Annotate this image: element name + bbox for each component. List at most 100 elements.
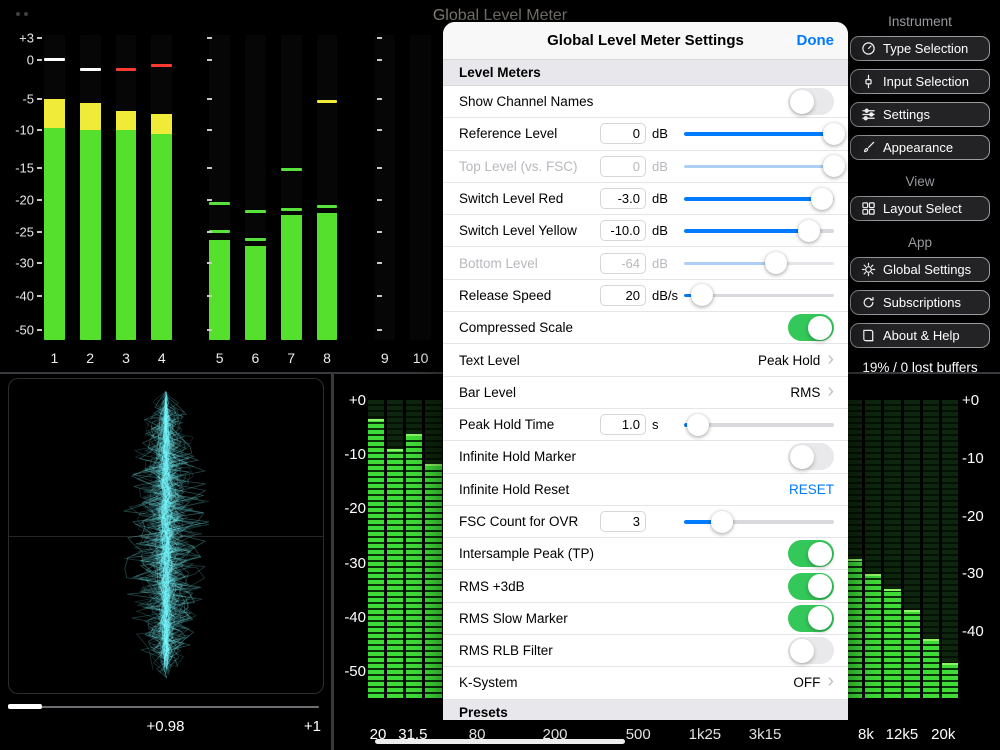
setting-label: Compressed Scale [459, 320, 788, 335]
done-button[interactable]: Done [797, 22, 835, 59]
db-label: +0 [336, 392, 366, 409]
scale-tick [37, 262, 42, 264]
slider-knob[interactable] [691, 284, 713, 306]
meter-channels: 1 2 3 4 5 6 7 8 9 10 [44, 35, 446, 340]
toggle-switch[interactable] [788, 605, 834, 632]
unit-label: dB [652, 256, 682, 271]
scale-tick [207, 167, 212, 169]
global-settings-button[interactable]: Global Settings [850, 257, 990, 282]
slider-knob[interactable] [765, 252, 787, 274]
meter-bar [209, 35, 230, 340]
slider[interactable] [684, 282, 834, 308]
section-header-presets: Presets [443, 700, 848, 720]
peak-hold-marker [80, 68, 101, 71]
appearance-label: Appearance [883, 140, 953, 155]
meter-channel: 7 [281, 35, 302, 340]
rta-db-scale-right: +0 -10 -20 -30 -40 [962, 392, 996, 640]
scale-tick [207, 262, 212, 264]
settings-row[interactable]: Bar Level RMS › [443, 377, 848, 409]
subscriptions-label: Subscriptions [883, 295, 961, 310]
settings-row: Show Channel Names [443, 86, 848, 118]
value-field[interactable]: -10.0 [600, 220, 646, 241]
home-indicator[interactable] [375, 739, 625, 744]
slider-knob[interactable] [823, 123, 845, 145]
global-settings-label: Global Settings [883, 262, 971, 277]
settings-row[interactable]: Text Level Peak Hold › [443, 344, 848, 376]
reset-action[interactable]: RESET [789, 482, 834, 497]
scale-tick [377, 37, 382, 39]
paintbrush-icon [860, 140, 876, 156]
type-selection-label: Type Selection [883, 41, 968, 56]
settings-row: Reference Level 0 dB [443, 118, 848, 150]
peak-hold-marker [281, 168, 302, 171]
slider[interactable] [684, 186, 834, 212]
slider[interactable] [684, 218, 834, 244]
peak-hold-marker [245, 238, 266, 241]
settings-row: Bottom Level -64 dB [443, 247, 848, 279]
settings-row[interactable]: K-System OFF › [443, 667, 848, 699]
value-field[interactable]: 3 [600, 511, 646, 532]
value-field[interactable]: -64 [600, 253, 646, 274]
setting-label: Bar Level [459, 385, 790, 400]
rta-bar [884, 400, 900, 698]
input-selection-button[interactable]: Input Selection [850, 69, 990, 94]
setting-label: Release Speed [459, 288, 600, 303]
layout-select-button[interactable]: Layout Select [850, 196, 990, 221]
peak-hold-marker [281, 208, 302, 211]
correlation-meter-track [8, 706, 319, 708]
slider-knob[interactable] [798, 220, 820, 242]
meter-bar [80, 35, 101, 340]
value-field[interactable]: 20 [600, 285, 646, 306]
settings-rows: Show Channel Names Reference Level 0 dB Top … [443, 86, 848, 700]
slider-knob[interactable] [687, 414, 709, 436]
frequency-label: 500 [626, 726, 651, 743]
scale-label: -15 [6, 160, 34, 175]
setting-label: Bottom Level [459, 256, 600, 271]
scale-label: -10 [6, 122, 34, 137]
toggle-switch[interactable] [788, 573, 834, 600]
settings-row: Infinite Hold Reset RESET [443, 474, 848, 506]
scale-tick [207, 295, 212, 297]
sliders-icon [860, 107, 876, 123]
sidebar-section-view: View [850, 174, 990, 189]
slider-knob[interactable] [823, 155, 845, 177]
db-label: -30 [962, 565, 996, 582]
type-selection-button[interactable]: Type Selection [850, 36, 990, 61]
setting-value: RMS [790, 385, 820, 400]
about-help-button[interactable]: About & Help [850, 323, 990, 348]
appearance-button[interactable]: Appearance [850, 135, 990, 160]
value-field[interactable]: 0 [600, 123, 646, 144]
correlation-meter-segment [8, 704, 42, 709]
toggle-switch[interactable] [788, 540, 834, 567]
toggle-switch[interactable] [788, 314, 834, 341]
slider[interactable] [684, 509, 834, 535]
book-icon [860, 328, 876, 344]
slider-knob[interactable] [811, 188, 833, 210]
peak-hold-marker [209, 230, 230, 233]
settings-row: RMS RLB Filter [443, 635, 848, 667]
scale-label: -25 [6, 225, 34, 240]
slider[interactable] [684, 250, 834, 276]
input-selection-label: Input Selection [883, 74, 969, 89]
peak-hold-marker [44, 58, 65, 61]
settings-row: Switch Level Red -3.0 dB [443, 183, 848, 215]
subscriptions-button[interactable]: Subscriptions [850, 290, 990, 315]
meter-bar [151, 35, 172, 340]
toggle-switch[interactable] [788, 88, 834, 115]
slider[interactable] [684, 153, 834, 179]
scale-tick [37, 329, 42, 331]
scale-label: +3 [6, 31, 34, 46]
slider[interactable] [684, 412, 834, 438]
value-field[interactable]: 1.0 [600, 414, 646, 435]
scale-label: -50 [6, 322, 34, 337]
value-field[interactable]: -3.0 [600, 188, 646, 209]
toggle-switch[interactable] [788, 637, 834, 664]
settings-button[interactable]: Settings [850, 102, 990, 127]
setting-label: Switch Level Yellow [459, 223, 600, 238]
slider-knob[interactable] [711, 511, 733, 533]
meter-channel: 10 [410, 35, 431, 340]
toggle-switch[interactable] [788, 443, 834, 470]
slider[interactable] [684, 121, 834, 147]
value-field[interactable]: 0 [600, 156, 646, 177]
scale-tick [37, 98, 42, 100]
